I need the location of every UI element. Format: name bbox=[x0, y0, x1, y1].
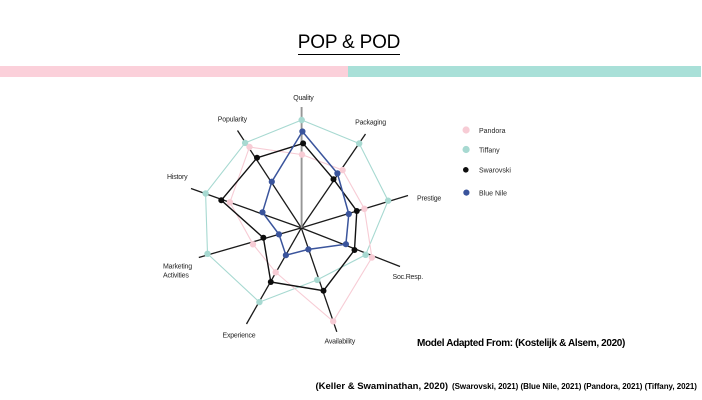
svg-text:Activities: Activities bbox=[163, 273, 189, 280]
svg-text:Quality: Quality bbox=[293, 95, 314, 102]
svg-text:Marketing: Marketing bbox=[163, 264, 192, 271]
svg-text:History: History bbox=[167, 174, 188, 181]
svg-text:Soc.Resp.: Soc.Resp. bbox=[393, 274, 424, 281]
svg-text:Tiffany: Tiffany bbox=[479, 148, 500, 155]
svg-text:Pandora: Pandora bbox=[479, 128, 506, 135]
svg-text:Popularity: Popularity bbox=[218, 117, 248, 124]
svg-text:Prestige: Prestige bbox=[417, 195, 441, 202]
svg-text:Experience: Experience bbox=[222, 332, 255, 339]
svg-text:Packaging: Packaging bbox=[355, 120, 386, 127]
svg-text:Blue Nile: Blue Nile bbox=[479, 191, 507, 198]
svg-text:Availability: Availability bbox=[325, 339, 356, 346]
svg-text:Swarovski: Swarovski bbox=[479, 168, 511, 175]
